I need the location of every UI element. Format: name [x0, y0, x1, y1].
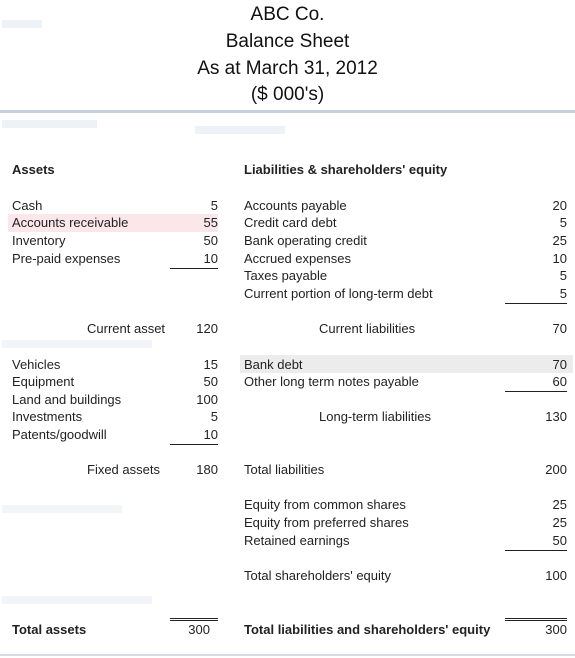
asset-label: Investments	[12, 409, 83, 424]
liability-value: 10	[552, 251, 567, 266]
subtotal-rule	[505, 303, 567, 304]
total-liabilities-label: Total liabilities	[244, 462, 325, 477]
asset-label: Accounts receivable	[12, 215, 129, 230]
assets-heading: Assets	[12, 162, 55, 177]
asset-label: Patents/goodwill	[12, 427, 107, 442]
long-term-liabilities-label: Long-term liabilities	[319, 409, 431, 424]
grand-total-value: 300	[545, 622, 567, 637]
liability-label: Current portion of long-term debt	[244, 286, 433, 301]
asset-value: 100	[196, 392, 218, 407]
equity-value: 25	[552, 497, 567, 512]
equity-value: 25	[552, 515, 567, 530]
subtotal-rule	[505, 550, 567, 551]
liability-label: Accounts payable	[244, 198, 347, 213]
asset-label: Pre-paid expenses	[12, 251, 121, 266]
liability-value: 70	[552, 357, 567, 372]
faint-background-mark	[195, 126, 285, 134]
asset-label: Cash	[12, 198, 43, 213]
total-top-rule	[170, 618, 218, 621]
asset-value: 5	[210, 409, 218, 424]
asset-label: Equipment	[12, 374, 75, 389]
faint-background-mark	[2, 20, 42, 28]
total-liabilities-value: 200	[545, 462, 567, 477]
statement-units: ($ 000's)	[250, 84, 325, 105]
liability-value: 5	[559, 268, 567, 283]
asset-value: 50	[203, 233, 218, 248]
company-name: ABC Co.	[250, 4, 325, 25]
fixed-assets-total: 180	[196, 462, 218, 477]
liability-value: 5	[559, 215, 567, 230]
equity-total-value: 100	[545, 568, 567, 583]
current-assets-total: 120	[196, 321, 218, 336]
asset-label: Land and buildings	[12, 392, 122, 407]
total-top-rule	[505, 618, 567, 621]
asset-label: Inventory	[12, 233, 66, 248]
subtotal-rule	[170, 444, 218, 445]
total-assets-label: Total assets	[12, 622, 87, 637]
statement-title: Balance Sheet	[225, 31, 350, 52]
liability-label: Accrued expenses	[244, 251, 351, 266]
liability-value: 20	[552, 198, 567, 213]
asset-label: Vehicles	[12, 357, 61, 372]
grand-total-label: Total liabilities and shareholders' equi…	[244, 622, 491, 637]
row-highlight	[8, 214, 218, 232]
equity-label: Retained earnings	[244, 533, 350, 548]
liability-label: Bank operating credit	[244, 233, 367, 248]
liability-label: Taxes payable	[244, 268, 328, 283]
asset-value: 10	[203, 427, 218, 442]
equity-label: Equity from common shares	[244, 497, 406, 512]
equity-value: 50	[552, 533, 567, 548]
row-shade	[240, 355, 573, 373]
liability-label: Other long term notes payable	[244, 374, 419, 389]
equity-total-label: Total shareholders' equity	[244, 568, 392, 583]
liability-value: 5	[559, 286, 567, 301]
subtotal-rule	[170, 268, 218, 269]
equity-label: Equity from preferred shares	[244, 515, 409, 530]
faint-background-mark	[2, 120, 97, 128]
liability-label: Credit card debt	[244, 215, 337, 230]
statement-date: As at March 31, 2012	[197, 58, 378, 79]
asset-value: 55	[203, 215, 218, 230]
asset-value: 10	[203, 251, 218, 266]
current-assets-label: Current asset	[87, 321, 166, 336]
fixed-assets-label: Fixed assets	[87, 462, 160, 477]
liability-label: Bank debt	[244, 357, 303, 372]
faint-background-mark	[2, 505, 122, 513]
asset-value: 50	[203, 374, 218, 389]
current-liabilities-total: 70	[552, 321, 567, 336]
bottom-divider	[0, 654, 575, 656]
subtotal-rule	[505, 391, 567, 392]
total-assets-value: 300	[188, 622, 210, 637]
liability-value: 60	[552, 374, 567, 389]
long-term-liabilities-total: 130	[545, 409, 567, 424]
header-divider	[0, 110, 575, 113]
asset-value: 15	[203, 357, 218, 372]
faint-background-mark	[2, 596, 152, 604]
asset-value: 5	[210, 198, 218, 213]
current-liabilities-label: Current liabilities	[319, 321, 416, 336]
liability-value: 25	[552, 233, 567, 248]
liabilities-heading: Liabilities & shareholders' equity	[244, 162, 448, 177]
faint-background-mark	[2, 340, 152, 348]
